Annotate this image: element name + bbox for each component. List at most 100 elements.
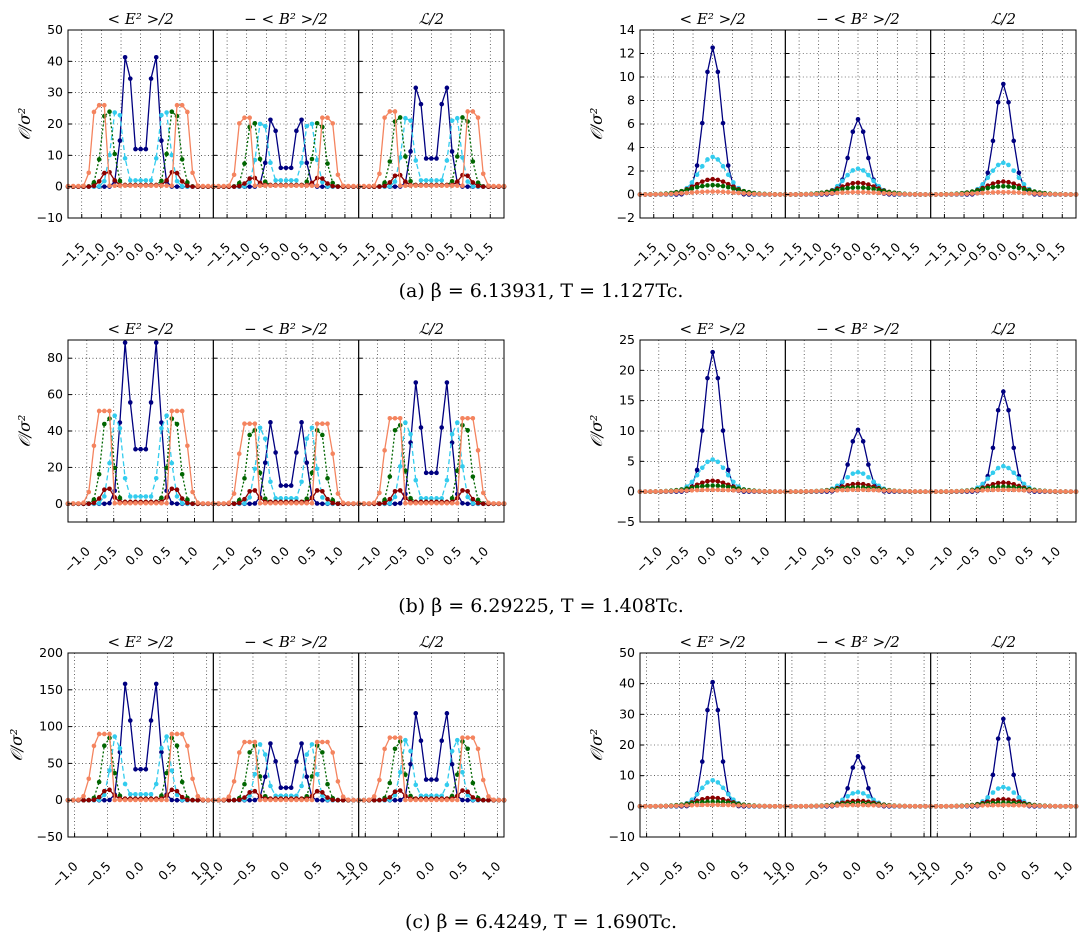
panel-title: ℒ/2 [991,10,1016,28]
data-point [674,488,679,494]
data-point [159,426,164,431]
data-point [102,743,107,749]
data-point [1052,803,1058,809]
data-point [138,494,143,499]
data-point [133,446,138,452]
data-point [1011,168,1017,173]
data-point [283,797,289,803]
data-point [133,500,138,506]
data-point [933,803,939,809]
data-point [418,425,424,430]
data-point [185,443,190,449]
data-point [860,481,866,487]
data-point [247,488,252,494]
data-point [117,138,123,143]
data-point [855,487,861,493]
data-point [96,731,102,737]
data-point [990,168,996,173]
data-point [840,487,845,493]
data-point [819,803,824,809]
data-point [705,69,710,75]
data-point [694,467,700,473]
data-point [262,496,268,501]
data-point [382,180,387,185]
data-point [112,151,118,157]
y-tick-label: 20 [47,116,63,131]
data-point [439,797,445,803]
data-point [720,487,726,493]
data-point [143,792,149,797]
data-point [917,192,923,197]
data-point [1001,716,1006,722]
caption-layer: (a) β = 6.13931, T = 1.127Tc. (b) β = 6.… [398,280,684,933]
data-point [283,183,289,189]
data-point [710,154,715,160]
data-point [138,500,143,506]
data-point [480,777,486,783]
data-point [710,802,715,808]
x-tick-label: 0.5 [1012,544,1037,569]
data-point [653,489,658,494]
x-tick-label: 0.5 [294,544,319,569]
y-tick-label: 0 [627,484,635,499]
data-point [299,741,304,746]
y-axis-label: 𝒪/σ² [587,415,606,448]
data-point [387,496,393,502]
y-axis-label: 𝒪/σ² [587,108,606,141]
panel-title: − < B² >/2 [816,10,900,28]
data-point [377,501,382,507]
x-tick-label: 0.5 [300,859,325,884]
data-point [1006,736,1011,741]
data-point [912,192,918,197]
data-point [881,190,887,196]
data-point [164,770,169,776]
data-point [429,470,434,476]
data-point [247,421,252,427]
data-point [1006,487,1011,493]
data-point [985,185,991,191]
data-point [710,457,715,462]
data-point [268,479,273,485]
data-point [273,496,278,501]
data-point [439,183,445,189]
data-point [288,785,294,790]
data-point [1037,488,1042,494]
data-point [475,746,481,752]
data-point [164,734,169,739]
x-tick-label: 0.0 [267,858,292,883]
panel-title: ℒ/2 [991,320,1016,338]
y-tick-label: 40 [47,423,63,438]
data-point [860,185,866,190]
data-point [288,165,294,171]
data-point [91,743,97,749]
data-point [855,189,861,195]
data-point [174,102,180,108]
data-point [81,500,86,506]
data-point [138,797,143,803]
data-point [335,779,341,784]
data-point [102,731,107,737]
data-point [382,797,387,803]
x-tick-label: 0.0 [985,543,1010,568]
series-line-ring4 [213,741,359,801]
data-point [366,183,372,189]
data-point [262,774,268,780]
data-point [663,191,669,197]
data-point [798,489,804,494]
data-point [133,797,138,803]
data-point [938,803,944,809]
data-point [699,428,705,433]
data-point [413,183,419,189]
data-point [866,487,871,493]
data-point [309,183,315,189]
data-point [1001,784,1006,790]
data-point [117,500,123,506]
data-point [694,172,700,178]
data-point [397,788,403,793]
x-tick-label: 0.5 [149,544,174,569]
data-point [169,152,175,158]
data-point [102,421,107,427]
data-point [112,413,118,418]
data-point [1006,465,1011,471]
